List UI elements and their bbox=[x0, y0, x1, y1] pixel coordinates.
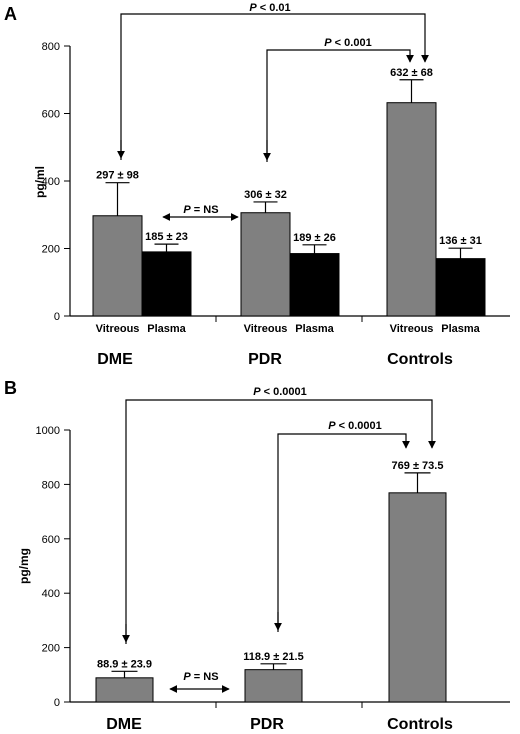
panel-b-group-label: DME bbox=[106, 716, 142, 733]
panel-a-letter: A bbox=[4, 4, 17, 24]
panel-b-p-value: P < 0.0001 bbox=[328, 420, 382, 432]
bar-plasma-dme bbox=[141, 251, 192, 317]
panel-a-group-label: Controls bbox=[387, 351, 453, 368]
bar-pdr bbox=[244, 669, 303, 703]
data-label: 769 ± 73.5 bbox=[392, 460, 444, 472]
data-label: 297 ± 98 bbox=[96, 170, 139, 182]
panel-a: A pg/ml 0 200 400 600 800 297 ± 98 306 ± 32 63… bbox=[4, 2, 510, 368]
bar-vitreous-controls bbox=[386, 102, 437, 317]
panel-b-letter: B bbox=[4, 378, 17, 398]
y-tick-label: 1000 bbox=[36, 425, 60, 437]
panel-a-group-label: PDR bbox=[248, 351, 282, 368]
y-tick-label: 400 bbox=[42, 588, 60, 600]
bar-dme bbox=[95, 677, 154, 703]
panel-b-group-label: PDR bbox=[250, 716, 284, 733]
panel-a-comparison-bracket bbox=[266, 49, 414, 162]
panel-a-y-axis-label: pg/ml bbox=[33, 166, 47, 198]
panel-b-y-axis-label: pg/mg bbox=[17, 548, 31, 584]
series-label: Vitreous bbox=[96, 323, 140, 335]
bar-vitreous-dme bbox=[92, 215, 143, 317]
series-label: Plasma bbox=[147, 323, 186, 335]
panel-a-series-labels: Vitreous Vitreous Vitreous Plasma Plasma Plas… bbox=[96, 323, 481, 335]
data-label: 189 ± 26 bbox=[293, 232, 336, 244]
panel-a-p-value: P = NS bbox=[183, 204, 218, 216]
y-tick-label: 200 bbox=[42, 244, 60, 256]
panel-b-group-label: Controls bbox=[387, 716, 453, 733]
data-label: 306 ± 32 bbox=[244, 189, 287, 201]
panel-a-comparison-bracket bbox=[120, 13, 429, 160]
y-tick-label: 800 bbox=[42, 41, 60, 53]
data-label: 118.9 ± 21.5 bbox=[243, 651, 303, 663]
panel-b-bars: 88.9 ± 23.9 118.9 ± 21.5 769 ± 73.5 bbox=[95, 460, 447, 703]
data-label: 632 ± 68 bbox=[390, 67, 433, 79]
data-label: 136 ± 31 bbox=[439, 235, 482, 247]
data-label: 185 ± 23 bbox=[145, 231, 188, 243]
panel-a-y-ticks: 0 200 400 600 800 bbox=[42, 41, 70, 323]
panel-b-comparison-bracket bbox=[125, 399, 436, 644]
series-label: Vitreous bbox=[244, 323, 288, 335]
series-label: Plasma bbox=[441, 323, 480, 335]
panel-a-p-value: P < 0.01 bbox=[249, 2, 290, 14]
panel-b: B pg/mg 0 200 400 600 800 1000 88.9 ± 23.9 118… bbox=[4, 378, 510, 733]
y-tick-label: 600 bbox=[42, 534, 60, 546]
y-tick-label: 200 bbox=[42, 643, 60, 655]
series-label: Plasma bbox=[295, 323, 334, 335]
data-label: 88.9 ± 23.9 bbox=[97, 658, 152, 670]
panel-b-comparison-bracket bbox=[277, 433, 410, 632]
bar-plasma-controls bbox=[435, 258, 486, 317]
bar-controls bbox=[388, 492, 447, 703]
y-tick-label: 400 bbox=[42, 176, 60, 188]
y-tick-label: 0 bbox=[54, 697, 60, 709]
panel-b-y-ticks: 0 200 400 600 800 1000 bbox=[36, 425, 70, 709]
bar-vitreous-pdr bbox=[240, 212, 291, 317]
panel-b-p-value: P = NS bbox=[183, 671, 218, 683]
y-tick-label: 800 bbox=[42, 479, 60, 491]
panel-a-bars: 297 ± 98 306 ± 32 632 ± 68 185 ± 23 189 ± 26… bbox=[92, 67, 486, 317]
y-tick-label: 600 bbox=[42, 109, 60, 121]
panel-b-p-value: P < 0.0001 bbox=[253, 386, 307, 398]
y-tick-label: 0 bbox=[54, 311, 60, 323]
panel-a-p-value: P < 0.001 bbox=[324, 37, 371, 49]
panel-a-group-label: DME bbox=[97, 351, 133, 368]
series-label: Vitreous bbox=[390, 323, 434, 335]
bar-plasma-pdr bbox=[289, 253, 340, 317]
